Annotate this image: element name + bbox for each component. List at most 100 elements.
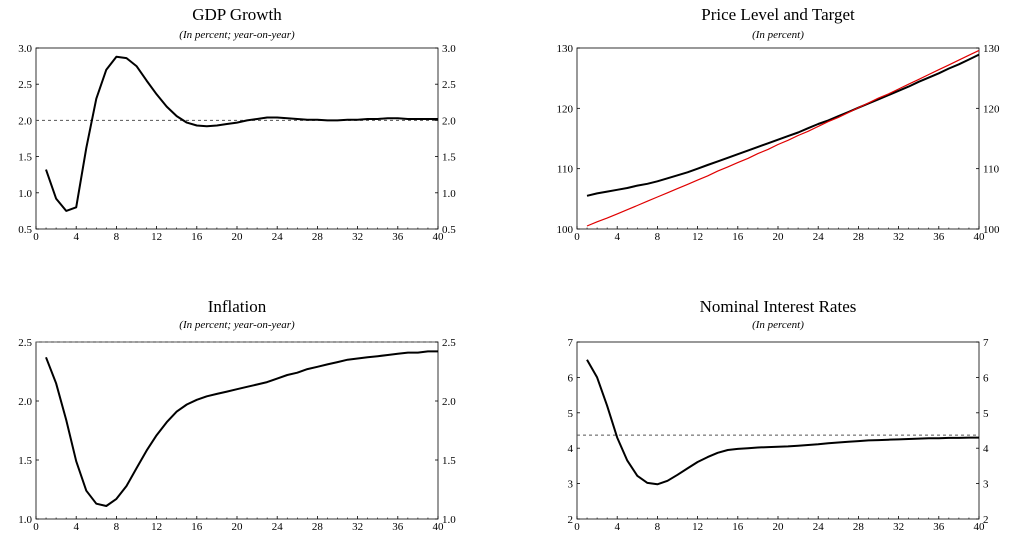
x-tick-label: 40 xyxy=(974,231,986,243)
x-tick-label: 0 xyxy=(574,231,580,243)
y-tick-label-left: 120 xyxy=(557,103,574,115)
y-tick-label-right: 1.5 xyxy=(442,455,456,467)
series-line-1 xyxy=(586,49,980,227)
y-tick-label-left: 3 xyxy=(568,479,574,491)
y-tick-label-left: 1.5 xyxy=(18,152,32,164)
x-tick-label: 40 xyxy=(974,521,986,533)
y-tick-label-right: 2.0 xyxy=(442,396,456,408)
y-tick-label-left: 1.0 xyxy=(18,188,32,200)
y-tick-label-left: 3.0 xyxy=(18,43,32,55)
x-tick-label: 36 xyxy=(933,521,945,533)
y-tick-label-left: 1.0 xyxy=(18,514,32,526)
inflation-panel: Inflation (In percent; year-on-year) 0 4 8… xyxy=(18,297,456,533)
y-tick-label-left: 5 xyxy=(568,408,574,420)
price-level-panel: Price Level and Target (In percent) 0 4 8 1… xyxy=(557,5,1001,243)
y-tick-label-right: 5 xyxy=(983,408,989,420)
panel-subtitle: (In percent; year-on-year) xyxy=(179,29,295,41)
x-tick-label: 4 xyxy=(614,521,620,533)
gdp-growth-panel: GDP Growth (In percent; year-on-year) 0 4… xyxy=(18,5,456,243)
y-tick-label-left: 2.5 xyxy=(18,337,32,349)
x-tick-label: 16 xyxy=(732,521,744,533)
x-tick-label: 16 xyxy=(732,231,744,243)
x-tick-label: 16 xyxy=(191,521,203,533)
x-tick-label: 40 xyxy=(433,231,445,243)
y-tick-label-left: 7 xyxy=(568,337,574,349)
x-tick-label: 32 xyxy=(352,521,363,533)
series-line-0 xyxy=(586,53,980,197)
panel-title: Price Level and Target xyxy=(701,5,855,24)
y-tick-label-right: 0.5 xyxy=(442,224,456,236)
panel-subtitle: (In percent; year-on-year) xyxy=(179,319,295,331)
y-tick-label-left: 1.5 xyxy=(18,455,32,467)
plot-frame xyxy=(35,341,439,520)
y-tick-label-right: 120 xyxy=(983,103,1000,115)
x-tick-label: 24 xyxy=(272,231,284,243)
y-tick-label-left: 4 xyxy=(568,443,574,455)
y-tick-label-left: 2.0 xyxy=(18,396,32,408)
x-tick-label: 36 xyxy=(392,521,404,533)
y-tick-label-right: 100 xyxy=(983,224,1000,236)
y-tick-label-left: 100 xyxy=(557,224,574,236)
y-tick-label-right: 2.5 xyxy=(442,79,456,91)
x-tick-label: 12 xyxy=(151,521,162,533)
y-tick-label-left: 0.5 xyxy=(18,224,32,236)
y-tick-label-right: 110 xyxy=(983,164,1000,176)
y-tick-label-left: 2 xyxy=(568,514,574,526)
panel-title: Nominal Interest Rates xyxy=(700,297,857,316)
y-tick-label-right: 1.0 xyxy=(442,188,456,200)
y-tick-label-right: 2.5 xyxy=(442,337,456,349)
y-tick-label-right: 7 xyxy=(983,337,989,349)
y-tick-label-right: 2 xyxy=(983,514,989,526)
x-tick-label: 4 xyxy=(73,231,79,243)
series-line-0 xyxy=(45,55,438,212)
x-tick-label: 4 xyxy=(73,521,79,533)
y-tick-label-left: 6 xyxy=(568,372,574,384)
x-tick-label: 32 xyxy=(893,521,904,533)
x-tick-label: 24 xyxy=(813,521,825,533)
x-tick-label: 8 xyxy=(114,231,120,243)
plot-frame xyxy=(576,341,980,520)
x-tick-label: 28 xyxy=(312,231,324,243)
plot-frame xyxy=(576,47,980,230)
x-tick-label: 32 xyxy=(352,231,363,243)
x-tick-label: 24 xyxy=(813,231,825,243)
x-tick-label: 32 xyxy=(893,231,904,243)
y-tick-label-right: 3 xyxy=(983,479,989,491)
panel-title: Inflation xyxy=(208,297,267,316)
series-line-0 xyxy=(586,359,979,486)
x-tick-label: 12 xyxy=(692,521,703,533)
x-tick-label: 4 xyxy=(614,231,620,243)
x-tick-label: 20 xyxy=(773,231,785,243)
y-tick-label-right: 6 xyxy=(983,372,989,384)
y-tick-label-left: 2.0 xyxy=(18,115,32,127)
y-tick-label-left: 130 xyxy=(557,43,574,55)
y-tick-label-left: 110 xyxy=(557,164,574,176)
x-tick-label: 20 xyxy=(232,231,244,243)
x-tick-label: 16 xyxy=(191,231,203,243)
series-line-0 xyxy=(45,350,438,507)
x-tick-label: 20 xyxy=(232,521,244,533)
panel-title: GDP Growth xyxy=(192,5,282,24)
y-tick-label-right: 1.5 xyxy=(442,152,456,164)
x-tick-label: 8 xyxy=(655,231,661,243)
x-tick-label: 36 xyxy=(392,231,404,243)
panel-subtitle: (In percent) xyxy=(752,29,804,41)
x-tick-label: 28 xyxy=(853,231,865,243)
x-tick-label: 36 xyxy=(933,231,945,243)
x-tick-label: 0 xyxy=(33,231,39,243)
y-tick-label-right: 130 xyxy=(983,43,1000,55)
x-tick-label: 0 xyxy=(574,521,580,533)
x-tick-label: 0 xyxy=(33,521,39,533)
panel-subtitle: (In percent) xyxy=(752,319,804,331)
x-tick-label: 40 xyxy=(433,521,445,533)
plot-frame xyxy=(35,47,439,230)
y-tick-label-right: 4 xyxy=(983,443,989,455)
x-tick-label: 28 xyxy=(853,521,865,533)
y-tick-label-right: 1.0 xyxy=(442,514,456,526)
interest-rates-panel: Nominal Interest Rates (In percent) 0 4 8 1… xyxy=(568,297,990,533)
y-tick-label-left: 2.5 xyxy=(18,79,32,91)
x-tick-label: 28 xyxy=(312,521,324,533)
x-tick-label: 12 xyxy=(151,231,162,243)
x-tick-label: 12 xyxy=(692,231,703,243)
x-tick-label: 20 xyxy=(773,521,785,533)
